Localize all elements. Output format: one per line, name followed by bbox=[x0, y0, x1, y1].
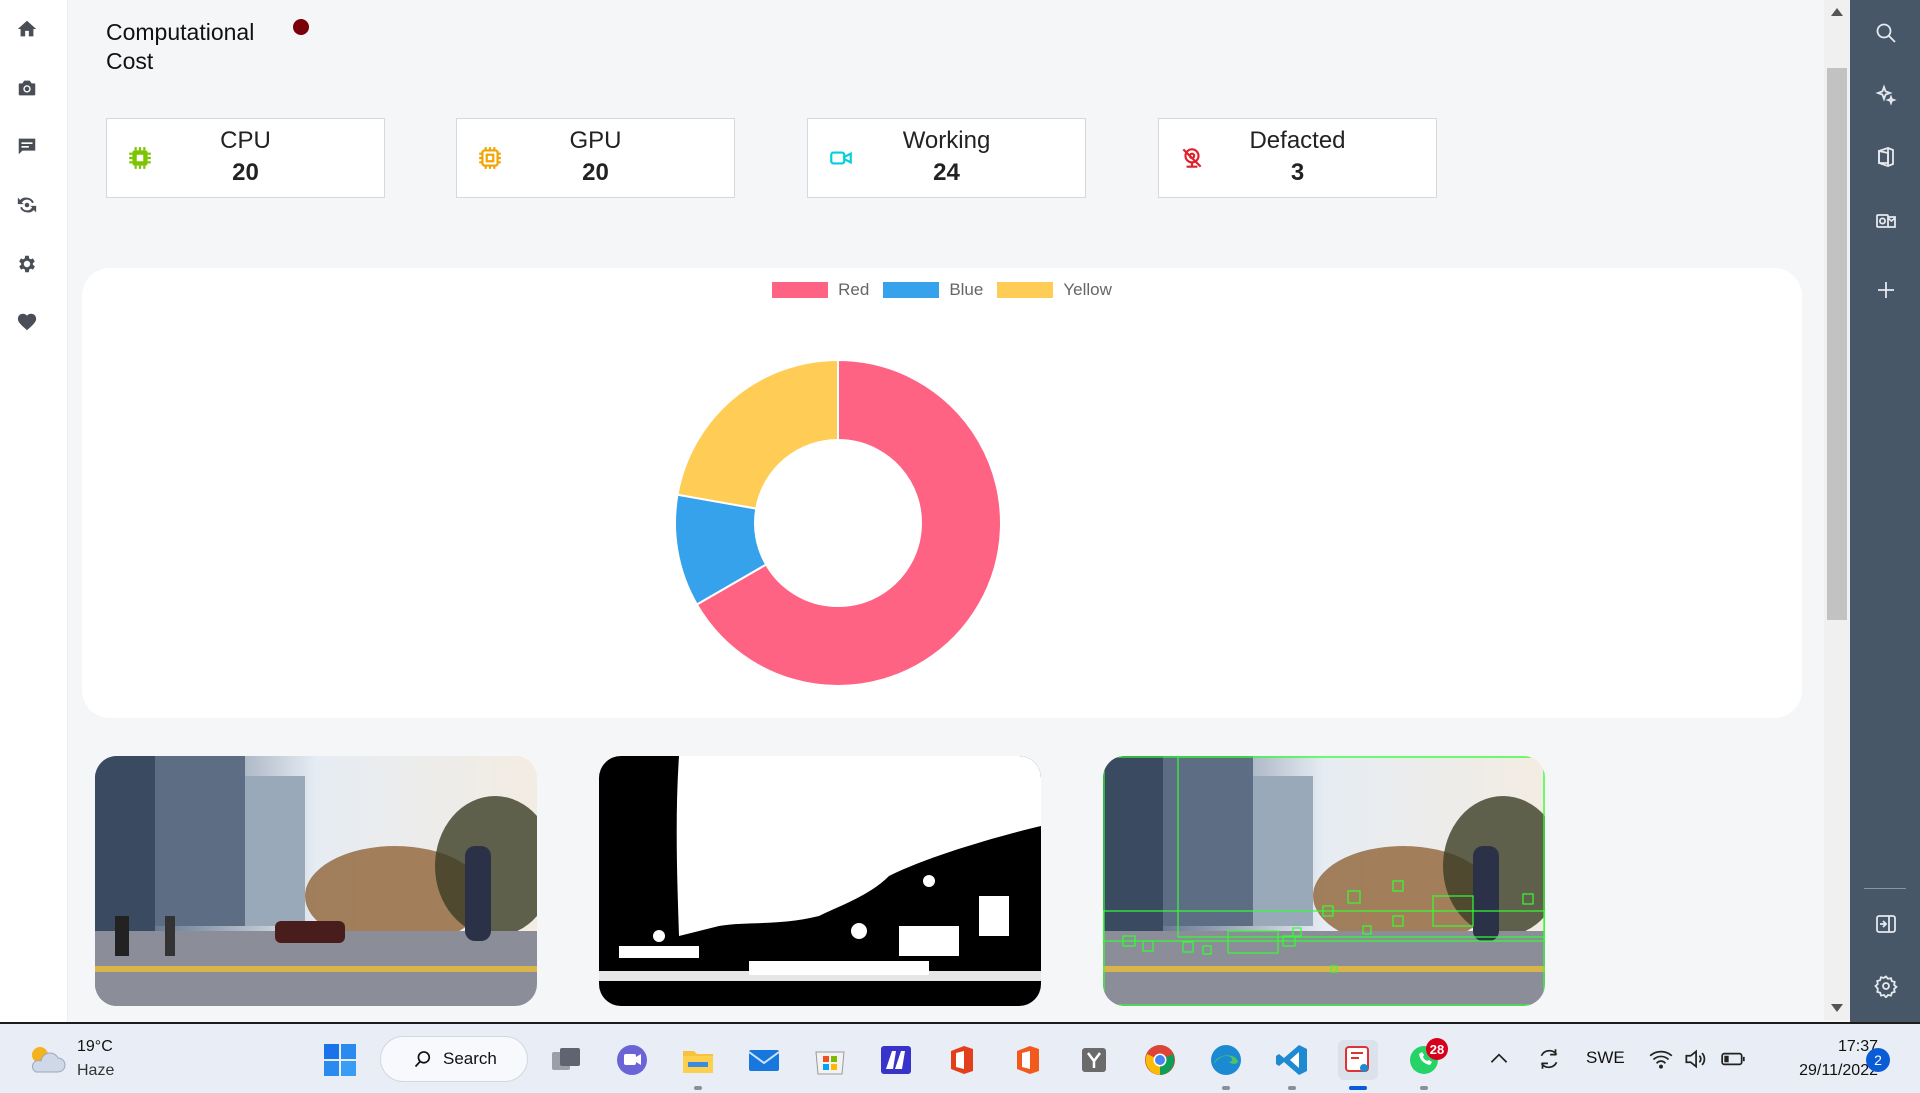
stat-value: 3 bbox=[1290, 159, 1305, 186]
office-red-icon[interactable] bbox=[942, 1040, 982, 1080]
legend-label: Blue bbox=[949, 280, 984, 299]
weather-temperature[interactable]: 19°C bbox=[77, 1038, 113, 1055]
gpu-icon bbox=[479, 147, 501, 169]
y-app-icon[interactable] bbox=[1074, 1040, 1114, 1080]
chrome-icon[interactable] bbox=[1140, 1040, 1180, 1080]
chat-icon[interactable] bbox=[14, 133, 40, 159]
legend-item-yellow[interactable]: Yellow bbox=[997, 280, 1112, 300]
refresh-eye-icon[interactable] bbox=[14, 192, 40, 218]
copilot-sparkle-icon[interactable] bbox=[1873, 82, 1899, 108]
running-indicator bbox=[1420, 1086, 1428, 1090]
stat-value: 20 bbox=[582, 159, 609, 186]
cpu-icon bbox=[129, 147, 151, 169]
active-indicator bbox=[1349, 1086, 1367, 1090]
weather-description[interactable]: Haze bbox=[77, 1062, 115, 1079]
legend-swatch bbox=[997, 282, 1054, 298]
page-title: Computational Cost bbox=[106, 19, 255, 74]
stat-label: Defacted bbox=[1249, 127, 1346, 154]
stat-card-gpu: GPU 20 bbox=[456, 118, 735, 198]
scrollbar-thumb[interactable] bbox=[1827, 68, 1847, 620]
stat-label: GPU bbox=[569, 127, 622, 154]
teams-chat-icon[interactable] bbox=[612, 1040, 652, 1080]
stat-card-working: Working 24 bbox=[807, 118, 1086, 198]
outlook-icon[interactable] bbox=[1873, 208, 1899, 234]
camera-icon[interactable] bbox=[14, 75, 40, 101]
sync-icon[interactable] bbox=[1536, 1046, 1562, 1072]
file-explorer-icon[interactable] bbox=[678, 1040, 718, 1080]
legend-swatch bbox=[772, 282, 829, 298]
settings-icon[interactable] bbox=[1873, 973, 1899, 999]
wifi-icon[interactable] bbox=[1648, 1046, 1674, 1072]
microsoft-store-icon[interactable] bbox=[810, 1040, 850, 1080]
left-navigation bbox=[0, 0, 68, 1022]
legend-swatch bbox=[883, 282, 940, 298]
stat-value: 24 bbox=[933, 159, 960, 186]
search-label: Search bbox=[443, 1049, 497, 1068]
mail-icon[interactable] bbox=[744, 1040, 784, 1080]
binary-mask-image bbox=[599, 756, 1041, 1006]
weather-haze-icon[interactable] bbox=[26, 1042, 66, 1078]
status-indicator bbox=[293, 19, 309, 35]
clock-date[interactable]: 29/11/2022 bbox=[1799, 1062, 1878, 1079]
stat-card-cpu: CPU 20 bbox=[106, 118, 385, 198]
stat-label: CPU bbox=[220, 127, 271, 154]
dashboard-main: Computational Cost CPU 20 GPU 20 bbox=[68, 0, 1824, 1020]
doughnut-chart bbox=[674, 358, 1002, 687]
edge-sidebar bbox=[1850, 0, 1920, 1022]
running-indicator bbox=[1222, 1086, 1230, 1090]
windows-start-icon[interactable] bbox=[320, 1040, 360, 1080]
chevron-up-icon[interactable] bbox=[1486, 1046, 1512, 1072]
ma-app-icon[interactable] bbox=[876, 1040, 916, 1080]
legend-label: Red bbox=[838, 280, 870, 299]
search-icon[interactable] bbox=[1873, 20, 1899, 46]
running-indicator bbox=[694, 1086, 702, 1090]
task-view-icon[interactable] bbox=[546, 1040, 586, 1080]
camera-off-icon bbox=[1182, 148, 1202, 168]
battery-icon[interactable] bbox=[1720, 1046, 1746, 1072]
clock-time[interactable]: 17:37 bbox=[1837, 1038, 1878, 1055]
heart-icon[interactable] bbox=[14, 309, 40, 335]
doughnut-chart-panel: Red Blue Yellow bbox=[82, 268, 1802, 718]
windows-taskbar: 19°C Haze Search bbox=[0, 1022, 1920, 1093]
add-icon[interactable] bbox=[1873, 277, 1899, 303]
office-icon[interactable] bbox=[1873, 144, 1899, 170]
home-icon[interactable] bbox=[14, 16, 40, 42]
stat-value: 20 bbox=[232, 159, 259, 186]
video-camera-icon bbox=[830, 151, 852, 165]
donut-slice-red[interactable] bbox=[695, 358, 1002, 687]
search-icon bbox=[414, 1051, 431, 1068]
legend-item-red[interactable]: Red bbox=[772, 280, 869, 300]
legend-item-blue[interactable]: Blue bbox=[883, 280, 983, 300]
volume-icon[interactable] bbox=[1682, 1046, 1708, 1072]
page-scrollbar[interactable] bbox=[1824, 0, 1850, 1020]
notification-count[interactable]: 2 bbox=[1866, 1048, 1890, 1072]
gear-icon[interactable] bbox=[14, 251, 40, 277]
legend-label: Yellow bbox=[1063, 280, 1112, 299]
panel-collapse-icon[interactable] bbox=[1873, 911, 1899, 937]
running-indicator bbox=[1288, 1086, 1296, 1090]
scroll-down-arrow[interactable] bbox=[1831, 1004, 1843, 1012]
detection-overlay-image bbox=[1103, 756, 1545, 1006]
stat-card-defacted: Defacted 3 bbox=[1158, 118, 1437, 198]
donut-slice-yellow[interactable] bbox=[676, 358, 839, 510]
scroll-up-arrow[interactable] bbox=[1831, 8, 1843, 16]
whatsapp-badge: 28 bbox=[1426, 1038, 1448, 1060]
stat-label: Working bbox=[902, 127, 991, 154]
sidebar-divider bbox=[1864, 888, 1906, 889]
snipping-tool-icon[interactable] bbox=[1338, 1040, 1378, 1080]
office-orange-icon[interactable] bbox=[1008, 1040, 1048, 1080]
chart-legend: Red Blue Yellow bbox=[82, 280, 1802, 300]
edge-icon[interactable] bbox=[1206, 1040, 1246, 1080]
vscode-icon[interactable] bbox=[1272, 1040, 1312, 1080]
original-frame-image bbox=[95, 756, 537, 1006]
taskbar-search[interactable]: Search bbox=[380, 1036, 528, 1082]
language-indicator[interactable]: SWE bbox=[1586, 1048, 1625, 1067]
